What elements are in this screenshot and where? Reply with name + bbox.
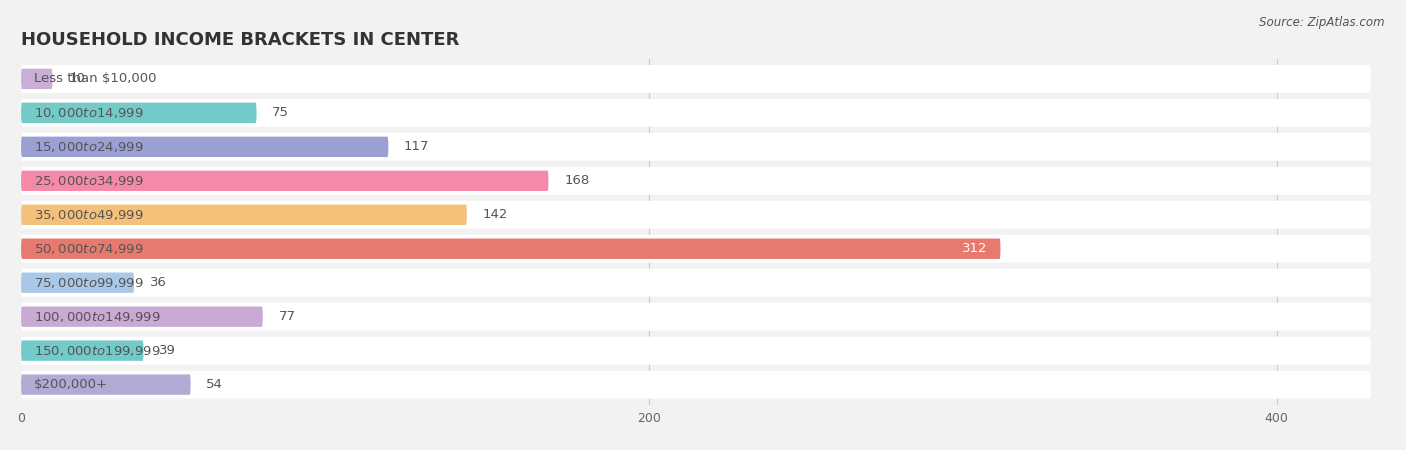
FancyBboxPatch shape — [21, 65, 1371, 93]
Text: Less than $10,000: Less than $10,000 — [34, 72, 156, 86]
Text: 168: 168 — [564, 174, 589, 187]
FancyBboxPatch shape — [21, 306, 263, 327]
Text: 54: 54 — [207, 378, 224, 391]
FancyBboxPatch shape — [21, 273, 134, 293]
FancyBboxPatch shape — [21, 374, 191, 395]
FancyBboxPatch shape — [21, 201, 1371, 229]
FancyBboxPatch shape — [21, 137, 388, 157]
Text: $25,000 to $34,999: $25,000 to $34,999 — [34, 174, 143, 188]
Text: 312: 312 — [962, 242, 988, 255]
Text: 36: 36 — [150, 276, 167, 289]
Text: 75: 75 — [273, 106, 290, 119]
Text: 39: 39 — [159, 344, 176, 357]
Text: $100,000 to $149,999: $100,000 to $149,999 — [34, 310, 160, 324]
FancyBboxPatch shape — [21, 337, 1371, 365]
Text: $150,000 to $199,999: $150,000 to $199,999 — [34, 344, 160, 358]
Text: $200,000+: $200,000+ — [34, 378, 108, 391]
FancyBboxPatch shape — [21, 371, 1371, 399]
FancyBboxPatch shape — [21, 171, 548, 191]
FancyBboxPatch shape — [21, 269, 1371, 297]
FancyBboxPatch shape — [21, 133, 1371, 161]
FancyBboxPatch shape — [21, 167, 1371, 195]
Text: 142: 142 — [482, 208, 508, 221]
FancyBboxPatch shape — [21, 69, 52, 89]
Text: 117: 117 — [404, 140, 430, 153]
FancyBboxPatch shape — [21, 103, 256, 123]
FancyBboxPatch shape — [21, 303, 1371, 331]
Text: HOUSEHOLD INCOME BRACKETS IN CENTER: HOUSEHOLD INCOME BRACKETS IN CENTER — [21, 31, 460, 49]
Text: $15,000 to $24,999: $15,000 to $24,999 — [34, 140, 143, 154]
Text: $50,000 to $74,999: $50,000 to $74,999 — [34, 242, 143, 256]
Text: Source: ZipAtlas.com: Source: ZipAtlas.com — [1260, 16, 1385, 29]
Text: $10,000 to $14,999: $10,000 to $14,999 — [34, 106, 143, 120]
FancyBboxPatch shape — [21, 99, 1371, 127]
Text: $75,000 to $99,999: $75,000 to $99,999 — [34, 276, 143, 290]
FancyBboxPatch shape — [21, 238, 1001, 259]
FancyBboxPatch shape — [21, 235, 1371, 263]
Text: 10: 10 — [67, 72, 84, 86]
Text: 77: 77 — [278, 310, 295, 323]
FancyBboxPatch shape — [21, 341, 143, 361]
Text: $35,000 to $49,999: $35,000 to $49,999 — [34, 208, 143, 222]
FancyBboxPatch shape — [21, 205, 467, 225]
